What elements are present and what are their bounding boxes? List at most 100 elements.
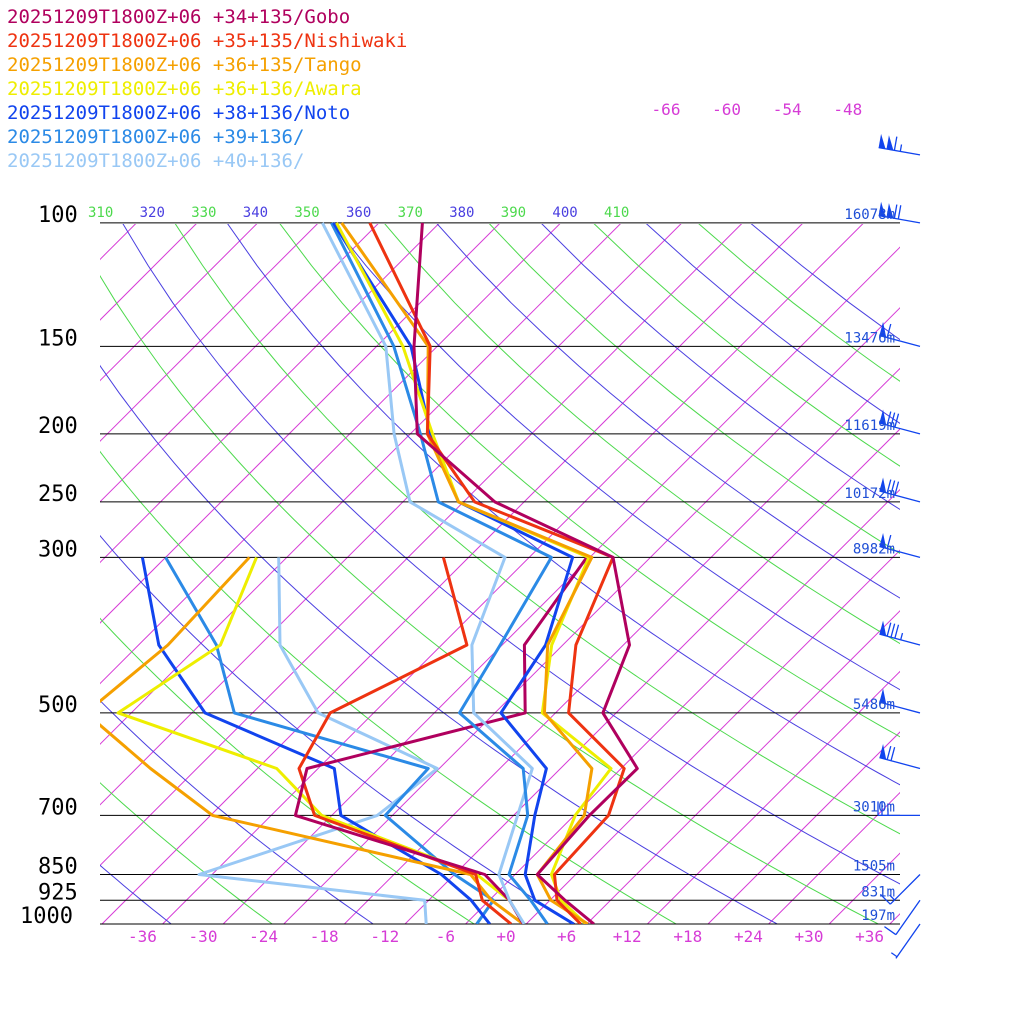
legend-item: 20251209T1800Z+06 +36+135/Tango (7, 54, 362, 76)
x-tick-label: +36 (855, 927, 884, 946)
pressure-label: 200 (38, 414, 78, 439)
pressure-label: 1000 (20, 904, 73, 929)
pressure-label: 150 (38, 326, 78, 351)
pressure-label: 500 (38, 693, 78, 718)
isotherm (100, 224, 379, 503)
wind-barb (879, 409, 921, 435)
isotherm (100, 224, 561, 685)
isentrope (750, 224, 900, 341)
isotherm (950, 223, 1024, 924)
isotherm (525, 549, 900, 924)
x-tick-label: -24 (249, 927, 278, 946)
isotherm (100, 224, 318, 442)
theta-label: 360 (346, 205, 371, 221)
dewpoint-line (100, 556, 525, 924)
isotherm (100, 224, 682, 806)
theta-label: 410 (604, 205, 629, 221)
wind-barb (884, 899, 921, 936)
theta-label: 340 (243, 205, 268, 221)
wind-barb (879, 620, 921, 646)
upper-temp-label: -54 (773, 100, 802, 119)
isotherm (465, 488, 900, 924)
wind-barb (879, 688, 921, 714)
isotherm (100, 224, 743, 867)
wind-barb (878, 201, 921, 224)
height-label: 11619m (844, 418, 895, 434)
grid-lines (100, 223, 1024, 924)
isotherm (100, 224, 197, 321)
theta-label: 400 (552, 205, 577, 221)
dewpoint-line (293, 556, 589, 924)
height-label: 197m (861, 908, 895, 924)
height-label: 16078m (844, 207, 895, 223)
isotherm (1011, 223, 1024, 924)
theta-label: 320 (140, 205, 165, 221)
isotherm (828, 852, 900, 924)
sounding-profiles (100, 222, 639, 924)
pressure-label: 925 (38, 880, 78, 905)
x-tick-label: +18 (673, 927, 702, 946)
pressure-label: 700 (38, 795, 78, 820)
isentrope (593, 224, 900, 467)
height-label: 5486m (853, 697, 895, 713)
theta-label: 380 (449, 205, 474, 221)
isotherm (344, 367, 900, 924)
legend-item: 20251209T1800Z+06 +36+136/Awara (7, 78, 362, 100)
wind-barbs (877, 133, 921, 959)
upper-temp-label: -60 (712, 100, 741, 119)
temperature-line (412, 222, 639, 924)
temperature-line (368, 222, 626, 924)
x-tick-label: -6 (436, 927, 455, 946)
isotherm (768, 791, 900, 924)
legend-item: 20251209T1800Z+06 +38+136/Noto (7, 102, 350, 124)
axis-labels: 100 16078m 150 13476m 200 11619m 250 10172m 300 8… (20, 100, 895, 946)
theta-label: 310 (88, 205, 113, 221)
isotherm (100, 224, 440, 564)
pressure-label: 850 (38, 855, 78, 880)
upper-temp-label: -66 (652, 100, 681, 119)
height-label: 3010m (853, 799, 895, 815)
wind-barb (879, 532, 921, 559)
x-tick-label: -36 (128, 927, 157, 946)
x-tick-label: -12 (370, 927, 399, 946)
wind-barb (879, 477, 921, 503)
isotherm (101, 224, 803, 924)
isotherm (162, 224, 864, 924)
wind-barb (878, 133, 921, 156)
isentrope (645, 224, 900, 425)
isotherm (404, 428, 900, 924)
height-label: 1505m (853, 859, 895, 875)
temperature-line (321, 222, 534, 924)
isotherm (647, 670, 900, 924)
isotherm (100, 224, 621, 745)
wind-barb (879, 321, 921, 347)
x-tick-label: +6 (557, 927, 576, 946)
isentrope (436, 224, 900, 599)
isentrope (384, 224, 900, 645)
x-tick-label: +30 (795, 927, 824, 946)
pressure-label: 300 (38, 537, 78, 562)
isentrope (100, 534, 576, 924)
legend: 20251209T1800Z+06 +34+135/Gobo 20251209T1… (7, 6, 407, 172)
dewpoint-line (140, 557, 491, 924)
x-tick-label: +24 (734, 927, 763, 946)
height-label: 10172m (844, 486, 895, 502)
isotherm (283, 307, 900, 924)
height-label: 8982m (853, 541, 895, 557)
isotherm (586, 610, 900, 924)
legend-item: 20251209T1800Z+06 +39+136/ (7, 126, 304, 148)
temperature-line (340, 222, 594, 924)
legend-item: 20251209T1800Z+06 +40+136/ (7, 150, 304, 172)
isentrope (331, 224, 900, 691)
isotherm (707, 731, 900, 924)
wind-barb (877, 801, 920, 817)
height-label: 831m (861, 884, 895, 900)
wind-barb (879, 874, 921, 905)
wind-barb (879, 744, 921, 770)
dewpoint-line (297, 557, 513, 924)
theta-label: 390 (501, 205, 526, 221)
pressure-label: 250 (38, 482, 78, 507)
legend-item: 20251209T1800Z+06 +34+135/Gobo (7, 6, 350, 28)
theta-label: 350 (294, 205, 319, 221)
